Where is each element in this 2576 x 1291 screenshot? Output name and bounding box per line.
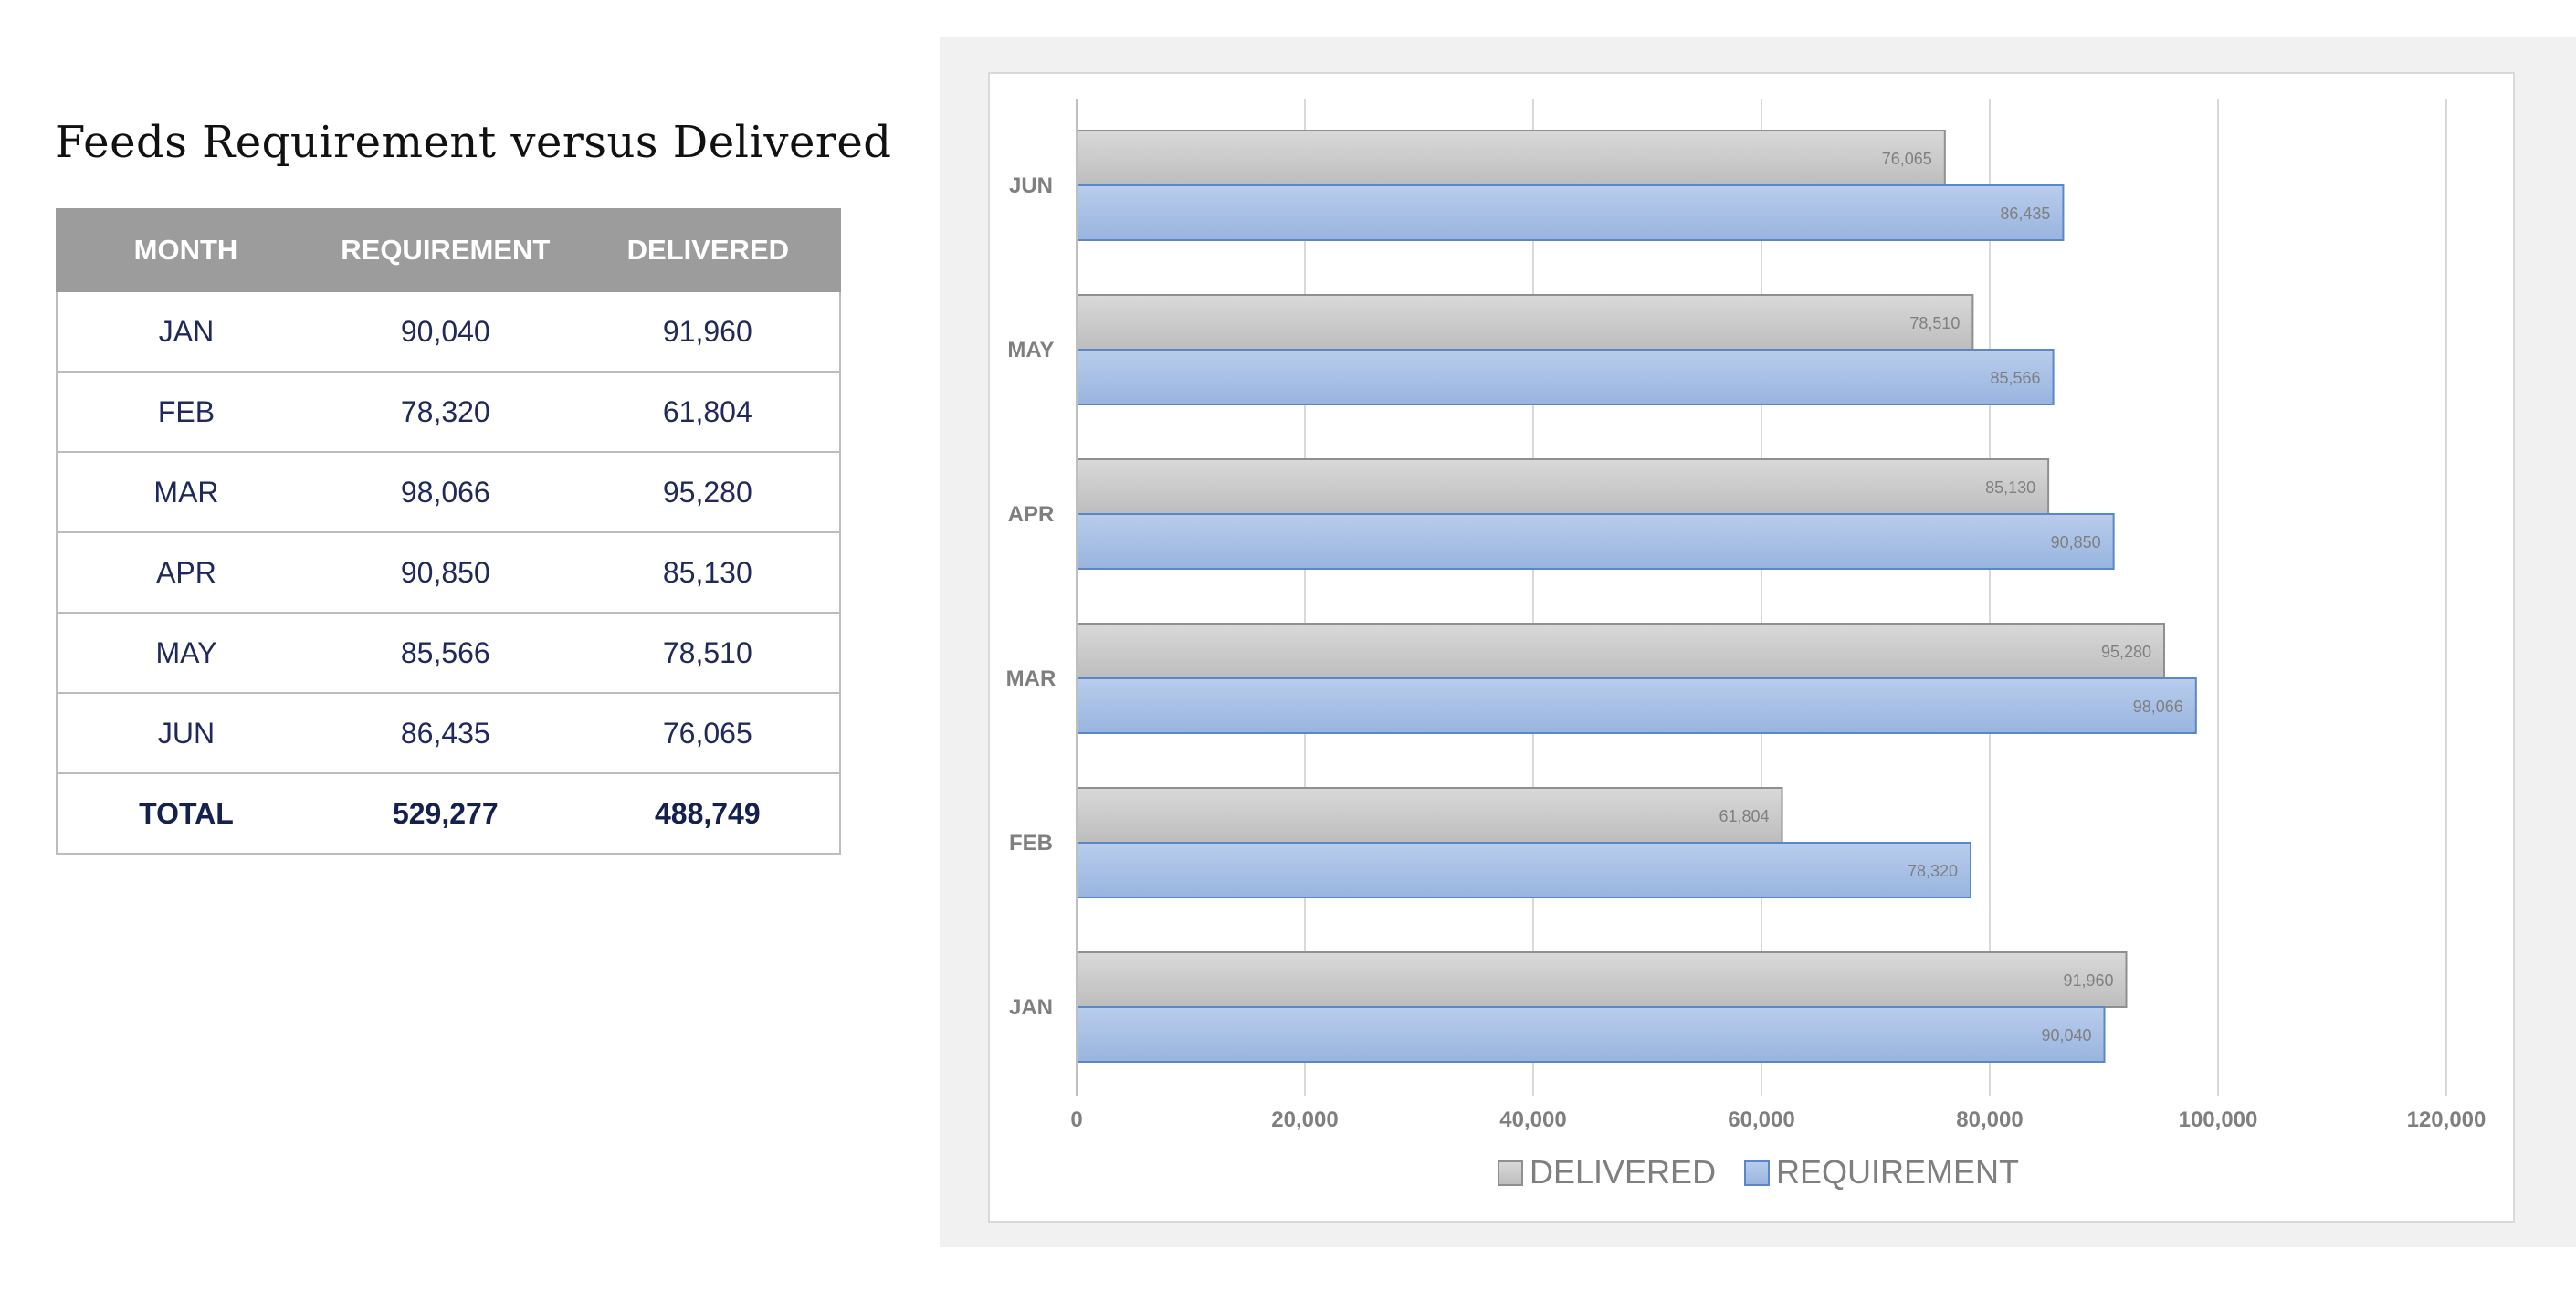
- total-delivered: 488,749: [575, 772, 842, 855]
- bar-requirement: [1076, 842, 1971, 898]
- bar-chart: 0 20,000 40,000 60,000 80,000 100,000 120,000 J…: [988, 72, 2515, 1223]
- data-label-delivered: 91,960: [2063, 971, 2113, 990]
- total-label: TOTAL: [56, 772, 315, 855]
- header-delivered: DELIVERED: [574, 208, 842, 292]
- cell-month: MAY: [56, 612, 315, 694]
- header-month: MONTH: [56, 208, 316, 292]
- bar-delivered: [1076, 623, 2165, 679]
- bar-requirement: [1076, 1006, 2106, 1063]
- cell-requirement: 98,066: [314, 451, 576, 533]
- page-title: Feeds Requirement versus Delivered: [55, 117, 892, 168]
- cell-delivered: 78,510: [575, 612, 842, 694]
- cell-month: JUN: [56, 692, 315, 774]
- table-total-row: TOTAL 529,277 488,749: [56, 772, 842, 855]
- x-tick-label: 0: [1070, 1107, 1082, 1132]
- cell-requirement: 86,435: [314, 692, 576, 774]
- table-row: FEB 78,320 61,804: [56, 371, 842, 453]
- cell-month: MAR: [56, 451, 315, 533]
- data-label-delivered: 85,130: [1985, 478, 2035, 497]
- legend-label-delivered: DELIVERED: [1530, 1153, 1716, 1191]
- bar-delivered: [1076, 951, 2128, 1008]
- bar-delivered: [1076, 294, 1974, 351]
- cell-requirement: 90,850: [314, 531, 576, 614]
- bar-delivered: [1076, 787, 1783, 844]
- legend-label-requirement: REQUIREMENT: [1776, 1153, 2019, 1191]
- data-label-requirement: 90,850: [2051, 533, 2101, 551]
- cell-month: FEB: [56, 371, 315, 453]
- y-category-label: JUN: [1009, 173, 1053, 198]
- data-label-delivered: 95,280: [2101, 643, 2151, 661]
- data-label-requirement: 98,066: [2133, 698, 2183, 716]
- bar-requirement: [1076, 349, 2055, 405]
- data-label-requirement: 86,435: [2000, 205, 2050, 223]
- bar-requirement: [1076, 677, 2197, 734]
- cell-requirement: 90,040: [314, 290, 576, 373]
- x-tick-label: 40,000: [1499, 1107, 1566, 1132]
- data-label-delivered: 76,065: [1882, 150, 1932, 168]
- table-row: JAN 90,040 91,960: [56, 290, 842, 373]
- data-label-delivered: 78,510: [1909, 314, 1960, 332]
- x-tick-label: 80,000: [1956, 1107, 2023, 1132]
- legend-swatch-requirement: [1744, 1160, 1770, 1186]
- cell-month: JAN: [56, 290, 315, 373]
- data-label-requirement: 90,040: [2041, 1026, 2091, 1044]
- cell-requirement: 78,320: [314, 371, 576, 453]
- y-category-label: JAN: [1009, 995, 1053, 1020]
- data-label-delivered: 61,804: [1719, 807, 1769, 825]
- data-table: MONTH REQUIREMENT DELIVERED JAN 90,040 9…: [56, 208, 842, 855]
- x-tick-label: 120,000: [2407, 1107, 2487, 1132]
- table-row: MAY 85,566 78,510: [56, 612, 842, 694]
- table-header-row: MONTH REQUIREMENT DELIVERED: [56, 208, 842, 292]
- y-category-label: MAR: [1006, 666, 1057, 691]
- y-category-label: MAY: [1007, 338, 1054, 362]
- cell-delivered: 61,804: [575, 371, 842, 453]
- cell-delivered: 95,280: [575, 451, 842, 533]
- x-tick-label: 20,000: [1271, 1107, 1338, 1132]
- cell-delivered: 76,065: [575, 692, 842, 774]
- bar-delivered: [1076, 458, 2050, 515]
- table-row: JUN 86,435 76,065: [56, 692, 842, 774]
- table-row: MAR 98,066 95,280: [56, 451, 842, 533]
- data-label-requirement: 85,566: [1991, 369, 2041, 387]
- cell-requirement: 85,566: [314, 612, 576, 694]
- data-label-requirement: 78,320: [1908, 862, 1958, 880]
- bar-requirement: [1076, 184, 2065, 241]
- y-category-label: APR: [1008, 502, 1055, 527]
- legend-swatch-delivered: [1498, 1160, 1523, 1186]
- cell-month: APR: [56, 531, 315, 614]
- table-row: APR 90,850 85,130: [56, 531, 842, 614]
- cell-delivered: 91,960: [575, 290, 842, 373]
- header-requirement: REQUIREMENT: [313, 208, 577, 292]
- total-requirement: 529,277: [314, 772, 576, 855]
- cell-delivered: 85,130: [575, 531, 842, 614]
- bar-delivered: [1076, 130, 1946, 186]
- y-category-label: FEB: [1009, 831, 1053, 855]
- x-tick-label: 60,000: [1728, 1107, 1794, 1132]
- x-tick-label: 100,000: [2179, 1107, 2258, 1132]
- bar-requirement: [1076, 513, 2115, 570]
